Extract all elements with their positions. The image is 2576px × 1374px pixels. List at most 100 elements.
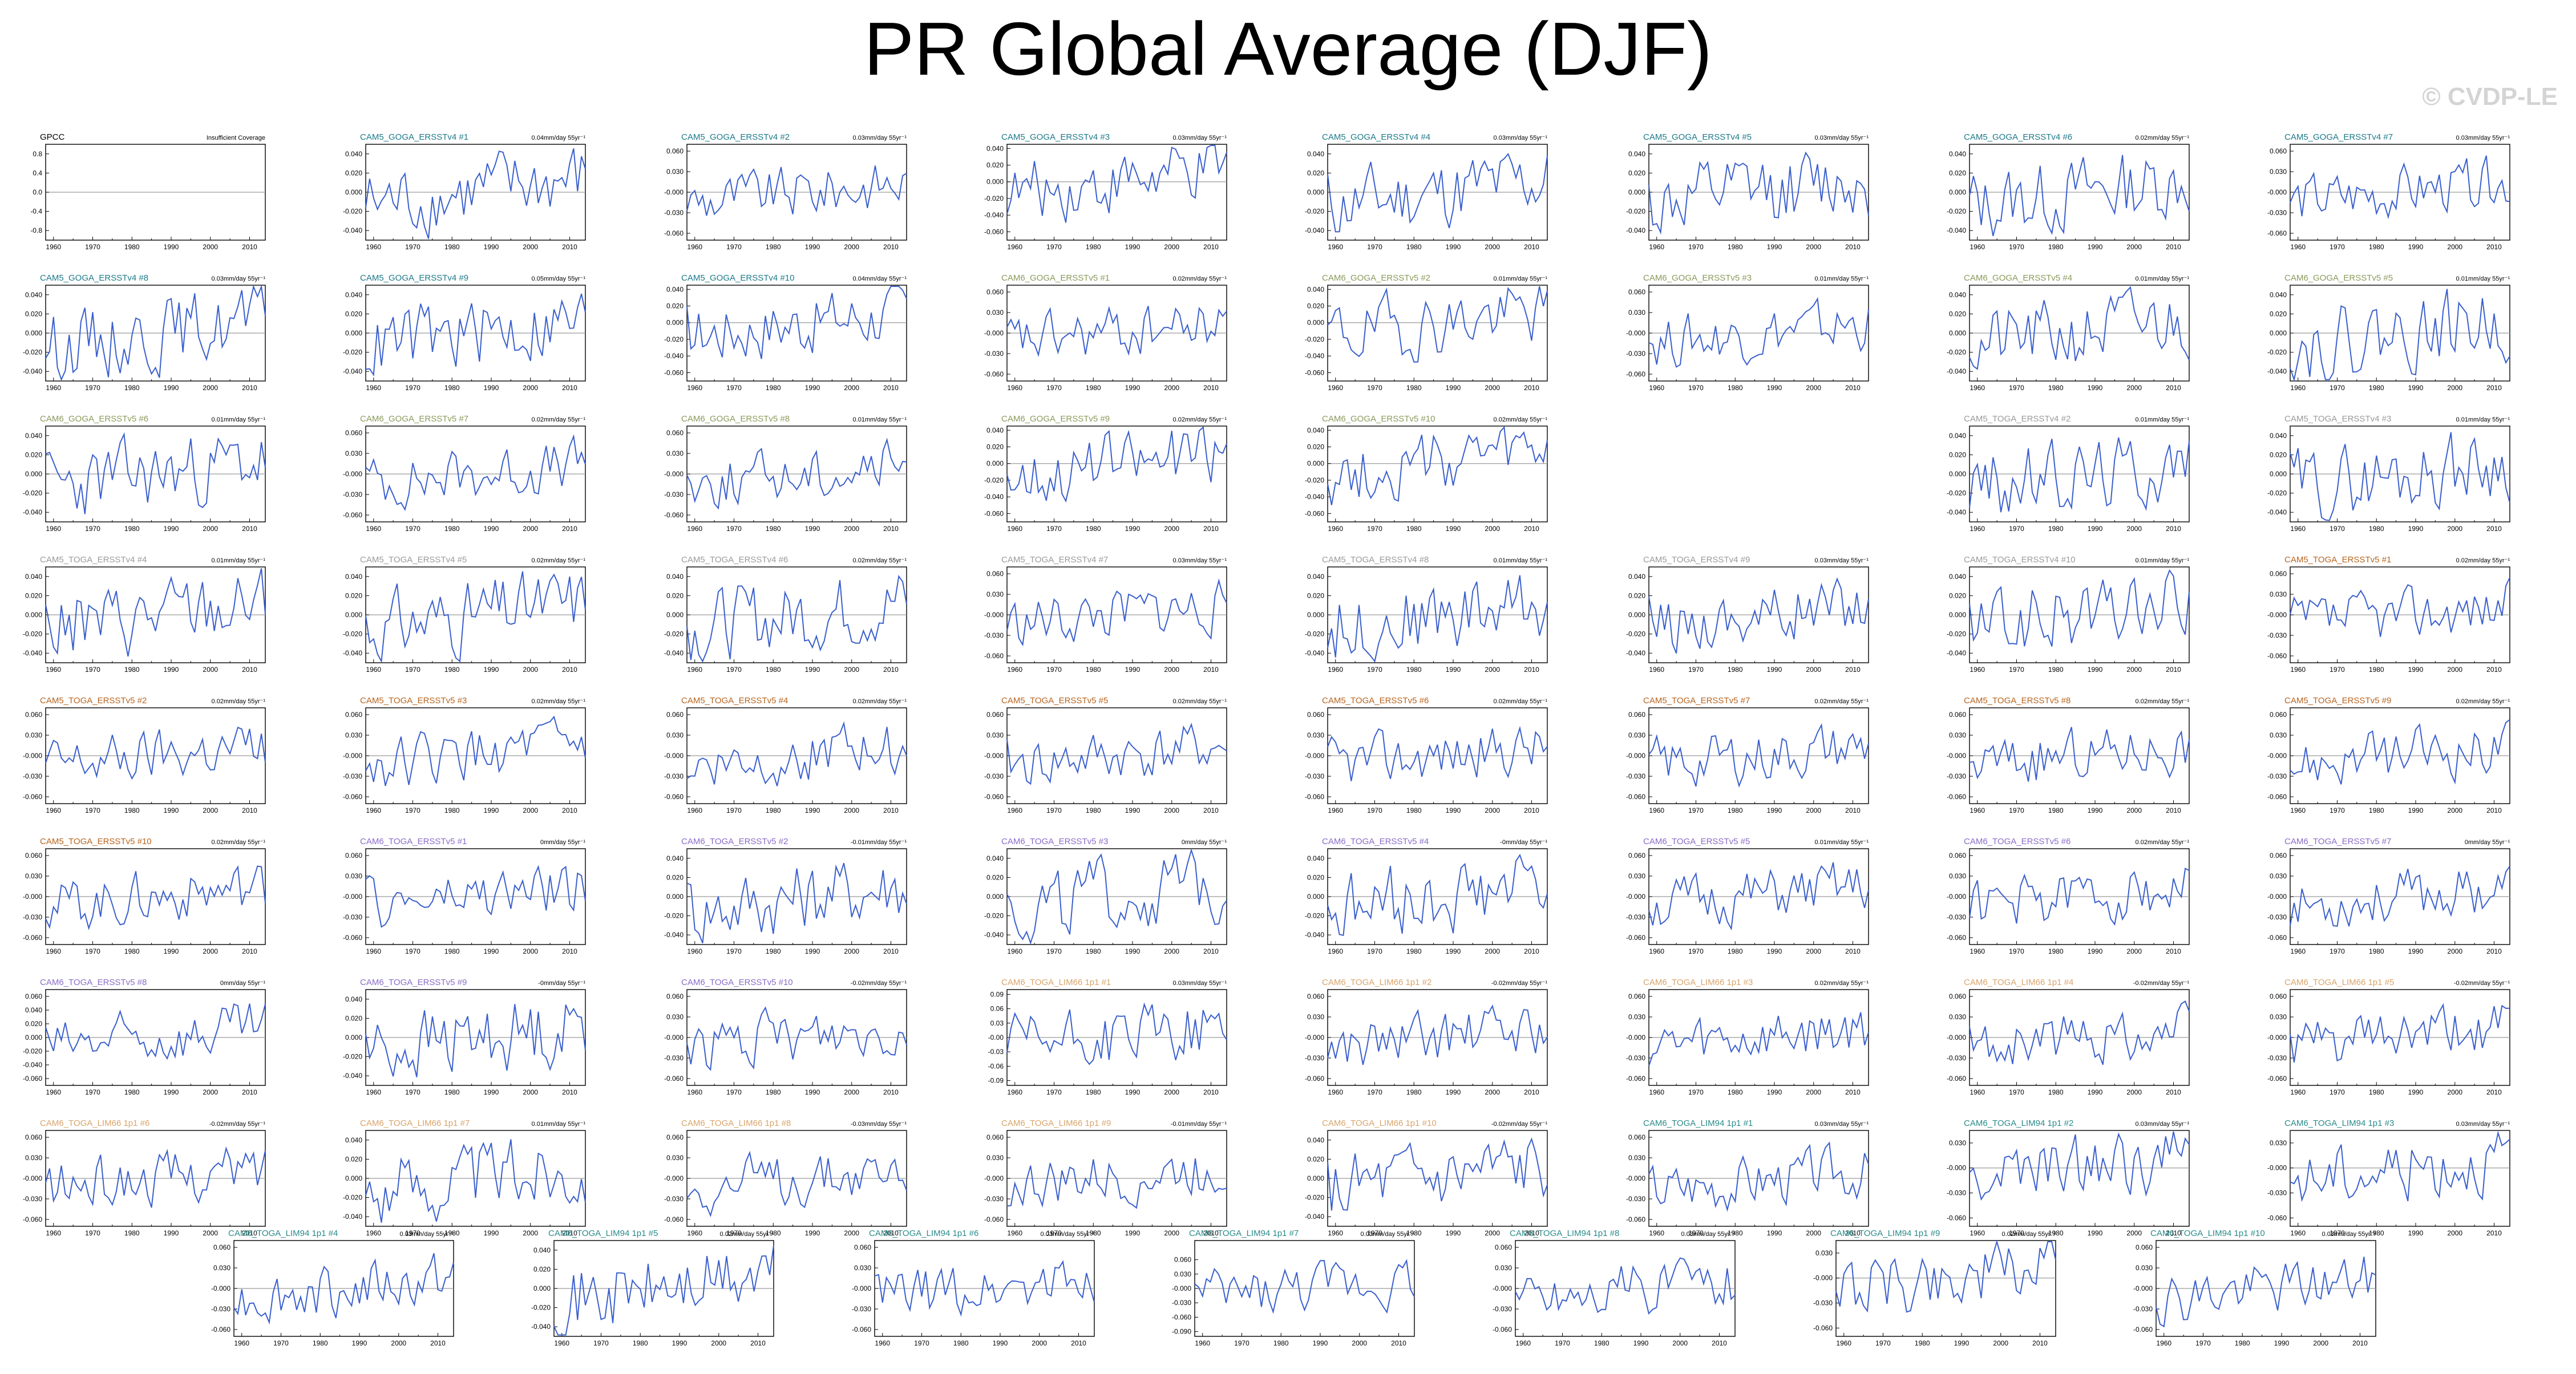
x-tick-label: 1970 (2330, 1088, 2345, 1096)
y-tick-label: 0.020 (2270, 310, 2287, 318)
x-tick-label: 1960 (366, 1229, 381, 1237)
y-tick-label: 0.030 (986, 1154, 1004, 1162)
chart-panel: CAM6_GOGA_ERSSTv5 #1 0.02mm/day 55yr⁻¹ 0.0… (984, 273, 1227, 392)
x-tick-label: 1980 (1086, 666, 1101, 674)
x-tick-label: 1970 (85, 525, 100, 533)
y-tick-label: 0.020 (25, 591, 42, 599)
x-tick-label: 2010 (883, 525, 899, 533)
y-tick-label: 0.030 (1949, 872, 1966, 880)
y-tick-label: 0.000 (345, 611, 362, 619)
trend-label: -0.01mm/day 55yr⁻¹ (851, 839, 907, 846)
chart-panel: CAM6_TOGA_LIM66 1p1 #5 -0.02mm/day 55yr⁻¹… (2267, 978, 2510, 1096)
y-tick-label: -0.000 (984, 1174, 1004, 1182)
x-tick-label: 2010 (562, 947, 577, 955)
x-tick-label: 2000 (1672, 1339, 1688, 1347)
y-tick-label: -0.060 (343, 511, 362, 519)
y-tick-label: 0.060 (986, 288, 1004, 296)
x-tick-label: 1960 (366, 947, 381, 955)
chart-panel: GPCC Insufficient Coverage 0.8 0.4 0.0 -0.4 -0… (30, 132, 266, 251)
x-tick-label: 2000 (1164, 384, 1179, 392)
x-tick-label: 1990 (1446, 1088, 1461, 1096)
x-tick-label: 1980 (2369, 525, 2384, 533)
trend-label: 0.01mm/day 55yr⁻¹ (2136, 275, 2190, 282)
y-tick-label: 0.000 (1307, 893, 1324, 901)
x-tick-label: 2000 (1806, 947, 1821, 955)
y-tick-label: 0.040 (666, 573, 684, 581)
y-tick-label: -0.020 (343, 630, 362, 638)
trend-label: 0mm/day 55yr⁻¹ (220, 980, 265, 987)
y-tick-label: 0.030 (666, 731, 684, 739)
y-tick-label: -0.09 (988, 1077, 1004, 1085)
x-tick-label: 1970 (1555, 1339, 1570, 1347)
y-tick-label: -0.000 (2267, 611, 2287, 619)
y-tick-label: -0.000 (1493, 1284, 1512, 1292)
trend-label: 0.02mm/day 55yr⁻¹ (212, 839, 266, 846)
x-tick-label: 1970 (405, 243, 420, 251)
y-tick-label: 0.000 (2270, 329, 2287, 337)
x-tick-label: 1970 (2330, 666, 2345, 674)
panel-title: CAM6_TOGA_LIM66 1p1 #10 (1322, 1118, 1437, 1128)
x-tick-label: 2000 (1164, 243, 1179, 251)
y-tick-label: 0.030 (345, 449, 362, 457)
x-tick-label: 1970 (1688, 1229, 1704, 1237)
x-tick-label: 1960 (366, 384, 381, 392)
panel-title: CAM6_TOGA_LIM66 1p1 #4 (1964, 978, 2073, 987)
y-tick-label: -0.000 (2267, 752, 2287, 760)
series-line (1835, 1239, 2056, 1313)
x-tick-label: 2000 (2126, 947, 2142, 955)
panel-title: CAM5_TOGA_ERSSTv5 #3 (360, 696, 467, 706)
x-tick-label: 1980 (2048, 243, 2064, 251)
panel-title: CAM5_GOGA_ERSSTv4 #3 (1001, 132, 1110, 142)
series-line (686, 1006, 907, 1071)
y-tick-label: 0.030 (666, 1154, 684, 1162)
trend-label: -0.02mm/day 55yr⁻¹ (2454, 980, 2510, 987)
y-tick-label: -0.060 (1947, 1075, 1966, 1083)
x-tick-label: 1960 (46, 384, 61, 392)
x-tick-label: 1980 (124, 243, 140, 251)
y-tick-label: -0.000 (23, 752, 42, 760)
series-line (1969, 1000, 2190, 1065)
x-tick-label: 1970 (726, 666, 742, 674)
y-tick-label: 0.030 (2270, 872, 2287, 880)
x-tick-label: 1980 (766, 243, 781, 251)
chart-panel: CAM5_TOGA_ERSSTv4 #6 0.02mm/day 55yr⁻¹ 0.0… (664, 555, 907, 674)
x-tick-label: 2000 (1485, 806, 1500, 814)
y-tick-label: 0.040 (986, 426, 1004, 434)
series-line (2290, 1003, 2510, 1063)
y-tick-label: 0.020 (1307, 591, 1324, 599)
y-tick-label: 0.000 (25, 329, 42, 337)
x-tick-label: 1970 (273, 1339, 289, 1347)
plot-frame (686, 285, 907, 382)
y-tick-label: -0.020 (23, 630, 42, 638)
x-tick-label: 2010 (1524, 666, 1539, 674)
x-tick-label: 1980 (2369, 806, 2384, 814)
y-tick-label: 0.030 (1628, 872, 1645, 880)
y-tick-label: 0.030 (1495, 1264, 1512, 1272)
x-tick-label: 1970 (726, 1088, 742, 1096)
y-tick-label: -0.030 (664, 209, 684, 217)
x-tick-label: 1990 (164, 947, 179, 955)
y-tick-label: -0.040 (23, 1061, 42, 1069)
plot-frame (1006, 425, 1227, 522)
y-tick-label: -0.020 (984, 476, 1004, 484)
y-tick-label: 0.020 (1949, 591, 1966, 599)
trend-label: 0.02mm/day 55yr⁻¹ (2136, 135, 2190, 141)
trend-label: 0.03mm/day 55yr⁻¹ (212, 275, 266, 282)
panel-title: CAM6_TOGA_ERSSTv5 #10 (681, 978, 793, 987)
x-tick-label: 1970 (85, 666, 100, 674)
x-tick-label: 2010 (2486, 947, 2502, 955)
x-tick-label: 2010 (242, 806, 257, 814)
trend-label: -0.03mm/day 55yr⁻¹ (851, 1121, 907, 1128)
y-tick-label: -0.060 (1305, 793, 1324, 801)
x-tick-label: 1960 (1649, 666, 1664, 674)
x-tick-label: 1960 (1007, 1088, 1022, 1096)
y-tick-label: -0.030 (1626, 913, 1645, 921)
x-tick-label: 1990 (805, 806, 820, 814)
y-tick-label: 0.060 (2270, 711, 2287, 719)
x-tick-label: 2000 (844, 243, 859, 251)
panel-title: CAM6_GOGA_ERSSTv5 #5 (2284, 273, 2393, 283)
y-tick-label: -0.060 (2267, 1214, 2287, 1222)
x-tick-label: 1990 (1313, 1339, 1328, 1347)
y-tick-label: 0.000 (1949, 611, 1966, 619)
x-tick-label: 1980 (1406, 947, 1422, 955)
